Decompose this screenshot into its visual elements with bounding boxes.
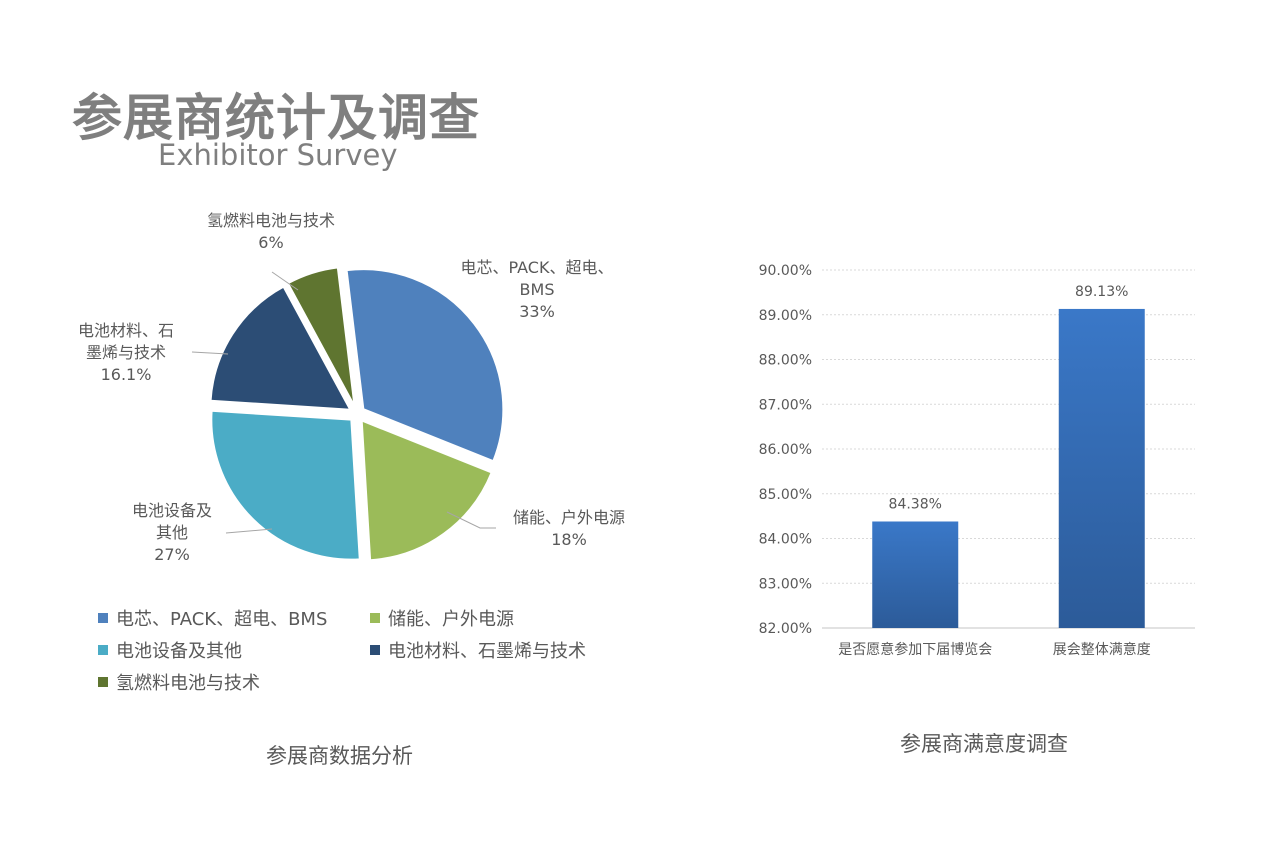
leader-line (446, 511, 496, 529)
y-tick-label: 85.00% (759, 487, 812, 503)
pie-label-percent: 18% (551, 530, 587, 549)
y-tick-label: 83.00% (759, 576, 812, 592)
pie-label-line: BMS (519, 280, 555, 299)
bar (1058, 308, 1145, 628)
bar-value-label: 89.13% (1075, 284, 1128, 300)
y-tick-label: 87.00% (759, 397, 812, 413)
bar (872, 521, 959, 628)
legend-label: 电芯、PACK、超电、BMS (116, 609, 328, 630)
pie-label-percent: 33% (519, 302, 555, 321)
pie-label-line: 电池材料、石 (77, 321, 175, 340)
legend-label: 储能、户外电源 (388, 609, 514, 630)
y-tick-label: 90.00% (759, 263, 812, 279)
legend-swatch (370, 645, 380, 655)
pie-data-label: 电池设备及其他 27% (132, 500, 212, 566)
legend-label: 氢燃料电池与技术 (116, 673, 260, 694)
y-tick-label: 82.00% (759, 621, 812, 637)
legend-swatch (98, 645, 108, 655)
y-tick-label: 86.00% (759, 442, 812, 458)
pie-data-label: 电池材料、石 墨烯与技术 16.1% (78, 320, 174, 386)
legend-label: 电池设备及其他 (116, 641, 242, 662)
pie-label-line: 墨烯与技术 (85, 343, 167, 362)
y-tick-label: 89.00% (759, 308, 812, 324)
pie-slice (209, 285, 353, 411)
page-subtitle: Exhibitor Survey (158, 138, 398, 172)
legend-item: 氢燃料电池与技术 (98, 669, 260, 695)
y-tick-label: 88.00% (759, 353, 812, 369)
pie-slice (345, 268, 505, 463)
y-tick-label: 84.00% (759, 532, 812, 548)
pie-label-percent: 6% (258, 233, 284, 252)
bar-chart: 82.00% 83.00% 84.00% 85.00% 86.00% 87.00% 88.0… (759, 263, 1195, 658)
legend-swatch (370, 613, 380, 623)
pie-label-line: 电芯、PACK、超电、 (460, 258, 614, 277)
pie-data-label: 储能、户外电源 18% (513, 507, 625, 551)
pie-chart-title: 参展商数据分析 (266, 744, 413, 768)
legend-item: 电芯、PACK、超电、BMS (98, 605, 327, 631)
pie-label-percent: 16.1% (100, 365, 152, 384)
bar-value-label: 84.38% (889, 496, 942, 512)
legend-swatch (98, 677, 108, 687)
pie-data-label: 电芯、PACK、超电、 BMS 33% (461, 257, 614, 323)
pie-label-line: 储能、户外电源 (512, 508, 626, 527)
pie-label-line: 其他 (155, 523, 189, 542)
bar-chart-title: 参展商满意度调查 (900, 732, 1068, 756)
pie-slice (360, 418, 493, 562)
pie-slice (210, 409, 361, 561)
pie-chart (191, 266, 505, 562)
leader-line (271, 271, 299, 291)
legend-item: 储能、户外电源 (370, 605, 514, 631)
page-title: 参展商统计及调查 (72, 89, 480, 147)
legend-item: 电池设备及其他 (98, 637, 242, 663)
leader-line (191, 351, 229, 355)
legend-item: 电池材料、石墨烯与技术 (370, 637, 586, 663)
x-tick-label: 展会整体满意度 (1053, 641, 1151, 658)
leader-line (225, 528, 273, 534)
legend-swatch (98, 613, 108, 623)
pie-label-line: 氢燃料电池与技术 (206, 211, 336, 230)
pie-label-line: 电池设备及 (131, 501, 213, 520)
pie-label-percent: 27% (154, 545, 190, 564)
legend-label: 电池材料、石墨烯与技术 (388, 641, 586, 662)
x-tick-label: 是否愿意参加下届博览会 (838, 641, 992, 658)
pie-data-label: 氢燃料电池与技术 6% (207, 210, 335, 254)
